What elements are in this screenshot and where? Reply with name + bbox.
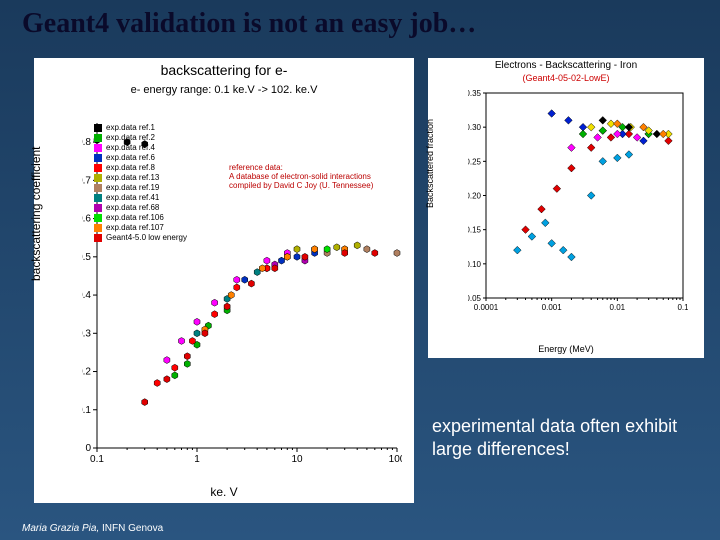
svg-text:0: 0: [85, 443, 91, 454]
svg-text:0.2: 0.2: [82, 367, 91, 378]
left-chart: backscattering for e- e- energy range: 0…: [34, 58, 414, 503]
svg-text:0.20: 0.20: [468, 192, 482, 201]
svg-text:0.001: 0.001: [542, 303, 563, 312]
svg-text:0.25: 0.25: [468, 157, 482, 166]
svg-text:0.1: 0.1: [677, 303, 688, 312]
svg-text:0.10: 0.10: [468, 260, 482, 269]
svg-text:0.4: 0.4: [82, 290, 91, 301]
svg-text:0.1: 0.1: [82, 405, 91, 416]
svg-text:0.05: 0.05: [468, 294, 482, 303]
svg-text:0.1: 0.1: [90, 454, 104, 465]
left-chart-ylabel: backscattering coefficient: [29, 146, 43, 281]
svg-text:1: 1: [194, 454, 200, 465]
left-chart-title: backscattering for e-: [34, 62, 414, 78]
svg-text:0.8: 0.8: [82, 137, 91, 148]
svg-text:0.35: 0.35: [468, 89, 482, 98]
svg-text:0.7: 0.7: [82, 175, 91, 186]
right-chart-xlabel: Energy (MeV): [428, 344, 704, 354]
caption-text: experimental data often exhibit large di…: [432, 415, 702, 462]
left-chart-legend: exp.data ref.1exp.data ref.2exp.data ref…: [94, 123, 187, 243]
svg-text:0.15: 0.15: [468, 226, 482, 235]
reference-data-note: reference data: A database of electron-s…: [229, 163, 373, 190]
right-chart-ylabel: Backscattered fraction: [425, 119, 435, 208]
footer: Maria Grazia Pia, INFN Genova: [22, 523, 163, 534]
svg-text:0.3: 0.3: [82, 328, 91, 339]
right-chart-plot: 0.05 0.10 0.15 0.20 0.25 0.30 0.35 0.0001 0.001 0…: [468, 88, 688, 323]
right-chart-title: Electrons - Backscattering - Iron: [428, 60, 704, 71]
svg-text:0.6: 0.6: [82, 214, 91, 225]
svg-text:0.01: 0.01: [610, 303, 626, 312]
svg-text:10: 10: [291, 454, 303, 465]
svg-text:0.5: 0.5: [82, 252, 91, 263]
footer-affil: INFN Genova: [99, 523, 163, 534]
svg-text:0.30: 0.30: [468, 123, 482, 132]
slide-title: Geant4 validation is not an easy job…: [22, 8, 476, 40]
right-chart-subtitle: (Geant4-05-02-LowE): [428, 73, 704, 83]
svg-text:100: 100: [389, 454, 402, 465]
left-chart-xlabel: ke. V: [34, 485, 414, 499]
svg-text:0.0001: 0.0001: [474, 303, 499, 312]
left-chart-subtitle: e- energy range: 0.1 ke.V -> 102. ke.V: [34, 84, 414, 96]
right-chart: Electrons - Backscattering - Iron (Geant…: [428, 58, 704, 358]
footer-author: Maria Grazia Pia,: [22, 523, 99, 534]
